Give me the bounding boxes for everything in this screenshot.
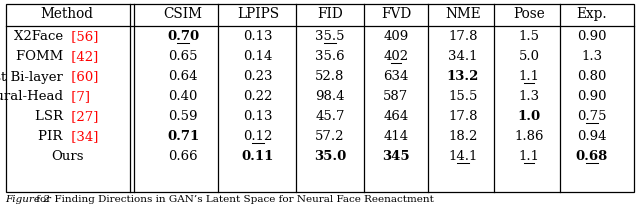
Text: 409: 409	[383, 30, 408, 43]
Text: 0.75: 0.75	[577, 110, 607, 123]
Text: 0.70: 0.70	[167, 30, 199, 43]
Text: FVD: FVD	[381, 7, 411, 21]
Text: [56]: [56]	[67, 30, 99, 43]
Text: 0.23: 0.23	[243, 71, 273, 84]
Text: NME: NME	[445, 7, 481, 21]
Text: CSIM: CSIM	[163, 7, 202, 21]
Text: 0.90: 0.90	[577, 30, 607, 43]
Text: Ours: Ours	[51, 151, 83, 164]
Text: 18.2: 18.2	[448, 130, 477, 143]
Text: 1.5: 1.5	[518, 30, 540, 43]
Text: 0.65: 0.65	[168, 50, 198, 63]
Text: Figure 2: Figure 2	[5, 196, 50, 205]
Bar	[6, 4, 634, 192]
Text: 0.11: 0.11	[242, 151, 274, 164]
Text: 345: 345	[382, 151, 410, 164]
Text: 0.13: 0.13	[243, 30, 273, 43]
Text: 0.80: 0.80	[577, 71, 607, 84]
Text: 0.59: 0.59	[168, 110, 198, 123]
Text: 13.2: 13.2	[447, 71, 479, 84]
Text: 0.66: 0.66	[168, 151, 198, 164]
Text: 414: 414	[383, 130, 408, 143]
Text: 1.1: 1.1	[518, 71, 540, 84]
Text: [42]: [42]	[67, 50, 99, 63]
Text: Fast Bi-layer: Fast Bi-layer	[0, 71, 67, 84]
Text: 464: 464	[383, 110, 408, 123]
Text: 0.40: 0.40	[168, 91, 198, 104]
Text: 0.64: 0.64	[168, 71, 198, 84]
Text: Pose: Pose	[513, 7, 545, 21]
Text: 0.94: 0.94	[577, 130, 607, 143]
Text: 52.8: 52.8	[316, 71, 345, 84]
Text: [60]: [60]	[67, 71, 99, 84]
Text: 634: 634	[383, 71, 409, 84]
Text: 0.13: 0.13	[243, 110, 273, 123]
Text: LSR: LSR	[35, 110, 67, 123]
Text: FID: FID	[317, 7, 343, 21]
Text: 1.3: 1.3	[581, 50, 603, 63]
Text: 1.3: 1.3	[518, 91, 540, 104]
Text: 0.71: 0.71	[167, 130, 199, 143]
Text: Exp.: Exp.	[577, 7, 607, 21]
Text: 35.0: 35.0	[314, 151, 346, 164]
Text: 0.22: 0.22	[243, 91, 273, 104]
Text: FOMM: FOMM	[15, 50, 67, 63]
Text: 17.8: 17.8	[448, 110, 477, 123]
Text: Method: Method	[40, 7, 93, 21]
Text: 1.86: 1.86	[515, 130, 544, 143]
Text: 57.2: 57.2	[316, 130, 345, 143]
Text: 17.8: 17.8	[448, 30, 477, 43]
Text: LPIPS: LPIPS	[237, 7, 279, 21]
Text: 35.5: 35.5	[316, 30, 345, 43]
Text: 5.0: 5.0	[518, 50, 540, 63]
Text: [34]: [34]	[67, 130, 99, 143]
Text: 34.1: 34.1	[448, 50, 477, 63]
Text: [27]: [27]	[67, 110, 99, 123]
Text: 0.68: 0.68	[576, 151, 608, 164]
Text: 0.90: 0.90	[577, 91, 607, 104]
Text: 98.4: 98.4	[316, 91, 345, 104]
Text: 45.7: 45.7	[316, 110, 345, 123]
Text: Neural-Head: Neural-Head	[0, 91, 67, 104]
Text: 35.6: 35.6	[315, 50, 345, 63]
Text: 15.5: 15.5	[448, 91, 477, 104]
Text: PIR: PIR	[38, 130, 67, 143]
Text: X2Face: X2Face	[13, 30, 67, 43]
Text: 0.14: 0.14	[243, 50, 273, 63]
Text: 1.0: 1.0	[517, 110, 541, 123]
Text: 0.12: 0.12	[243, 130, 273, 143]
Text: 587: 587	[383, 91, 408, 104]
Text: 402: 402	[383, 50, 408, 63]
Text: [7]: [7]	[67, 91, 90, 104]
Text: for Finding Directions in GAN’s Latent Space for Neural Face Reenactment: for Finding Directions in GAN’s Latent S…	[33, 196, 434, 205]
Text: 1.1: 1.1	[518, 151, 540, 164]
Text: 14.1: 14.1	[448, 151, 477, 164]
